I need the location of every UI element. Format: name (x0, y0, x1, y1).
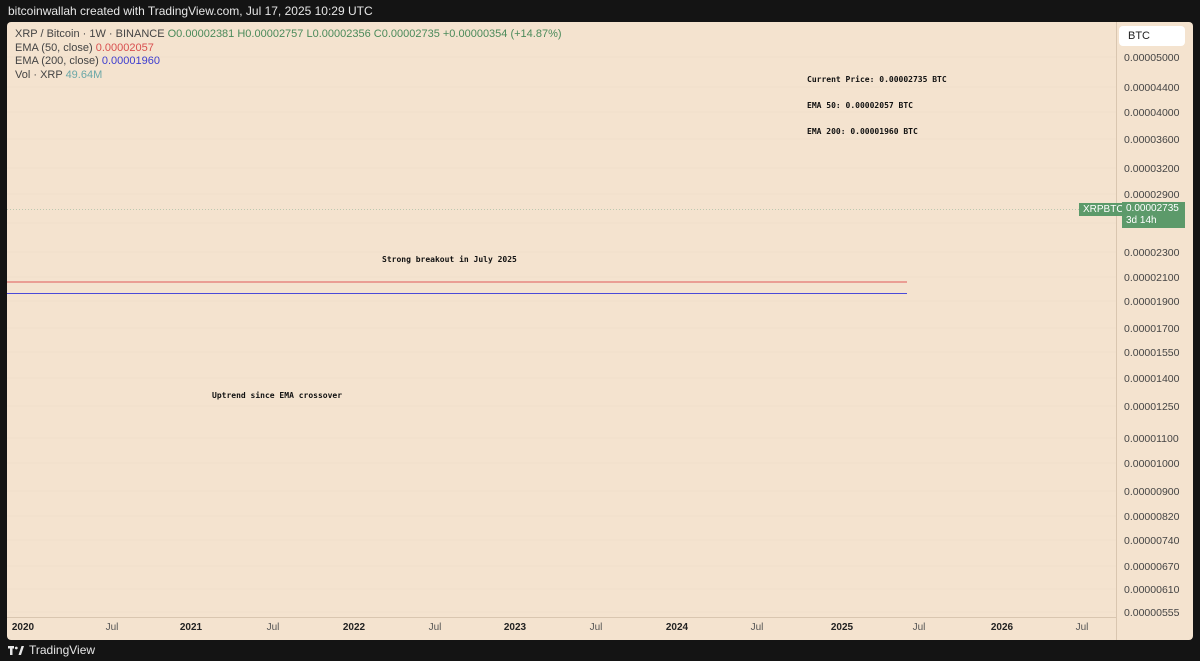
price-tick-label: 0.00000820 (1124, 511, 1180, 523)
chart-legend: XRP / Bitcoin · 1W · BINANCE O0.00002381… (15, 28, 562, 82)
price-tick-label: 0.00000670 (1124, 561, 1180, 573)
price-tick-label: 0.00004000 (1124, 107, 1180, 119)
chart-annotation: EMA 50: 0.00002057 BTC (807, 101, 913, 110)
footer-brand: TradingView (29, 643, 96, 657)
chart-annotation: Strong breakout in July 2025 (382, 254, 517, 264)
currency-button[interactable]: BTC (1119, 26, 1185, 46)
chart-annotation: Uptrend since EMA crossover (212, 390, 342, 400)
volume-label: Vol · XRP (15, 68, 63, 81)
volume-value: 49.64M (65, 68, 103, 81)
time-tick-label: 2023 (504, 622, 527, 633)
time-tick-label: 2022 (343, 622, 366, 633)
price-tag-box: 0.00002735 3d 14h (1122, 202, 1185, 228)
symbol-label: XRP / Bitcoin · 1W · BINANCE (15, 28, 165, 40)
time-tick-label: 2021 (180, 622, 203, 633)
legend-volume-row[interactable]: Vol · XRP 49.64M (15, 69, 562, 83)
time-tick-label: Jul (106, 622, 119, 633)
chart-annotation: EMA 200: 0.00001960 BTC (807, 127, 918, 136)
price-tick-label: 0.00003600 (1124, 134, 1180, 146)
price-tick-label: 0.00000740 (1124, 535, 1180, 547)
chart-annotation: Current Price: 0.00002735 BTC (807, 74, 947, 84)
price-tick-label: 0.00001000 (1124, 458, 1180, 470)
time-tick-label: Jul (913, 622, 926, 633)
price-tick-label: 0.00002900 (1124, 189, 1180, 201)
time-tick-label: 2024 (666, 622, 689, 633)
chart-area[interactable]: 0.00005000 0.00004400 0.00004000 0.00003600… (7, 22, 1193, 640)
ema200-label: EMA (200, close) (15, 55, 99, 67)
legend-ema50-row[interactable]: EMA (50, close) 0.00002057 (15, 42, 562, 56)
price-tick-label: 0.00005000 (1124, 52, 1180, 64)
ema50-label: EMA (50, close) (15, 41, 93, 54)
tradingview-logo-icon (8, 645, 24, 656)
time-tick-label: Jul (590, 622, 603, 633)
price-tick-label: 0.00004400 (1124, 82, 1180, 94)
price-tag-countdown: 3d 14h (1126, 215, 1157, 226)
time-tick-label: 2020 (12, 622, 35, 633)
footer-bar: TradingView (0, 640, 1200, 661)
price-axis-separator (1116, 22, 1117, 640)
ema50-value: 0.00002057 (95, 41, 154, 54)
price-tick-label: 0.00001250 (1124, 401, 1180, 413)
ema200-value: 0.00001960 (101, 55, 160, 67)
price-tick-label: 0.00002300 (1124, 247, 1180, 259)
time-tick-label: Jul (751, 622, 764, 633)
price-tick-label: 0.00001100 (1124, 433, 1179, 445)
legend-ema200-row[interactable]: EMA (200, close) 0.00001960 (15, 55, 562, 69)
legend-symbol-row[interactable]: XRP / Bitcoin · 1W · BINANCE O0.00002381… (15, 28, 562, 42)
time-tick-label: Jul (267, 622, 280, 633)
price-tick-label: 0.00001700 (1124, 323, 1180, 335)
ohlc-values: O0.00002381 H0.00002757 L0.00002356 C0.0… (167, 28, 562, 40)
price-tick-label: 0.00003200 (1124, 163, 1180, 175)
time-tick-label: 2026 (991, 622, 1014, 633)
chart-credit: bitcoinwallah created with TradingView.c… (0, 0, 1200, 22)
price-tag-value: 0.00002735 (1126, 203, 1179, 214)
price-tick-label: 0.00002100 (1124, 272, 1180, 284)
price-tick-label: 0.00000555 (1124, 607, 1180, 619)
price-tick-label: 0.00001550 (1124, 347, 1180, 359)
time-tick-label: Jul (429, 622, 442, 633)
time-axis-separator (7, 617, 1116, 618)
price-chart[interactable]: 0.00005000 0.00004400 0.00004000 0.00003600… (7, 22, 1193, 640)
time-tick-label: 2025 (831, 622, 854, 633)
price-tick-label: 0.00001400 (1124, 373, 1180, 385)
price-tick-label: 0.00000900 (1124, 486, 1180, 498)
time-tick-label: Jul (1076, 622, 1089, 633)
price-tick-label: 0.00000610 (1124, 584, 1180, 596)
price-tick-label: 0.00001900 (1124, 296, 1180, 308)
price-tag-symbol: XRPBTC (1079, 203, 1128, 216)
